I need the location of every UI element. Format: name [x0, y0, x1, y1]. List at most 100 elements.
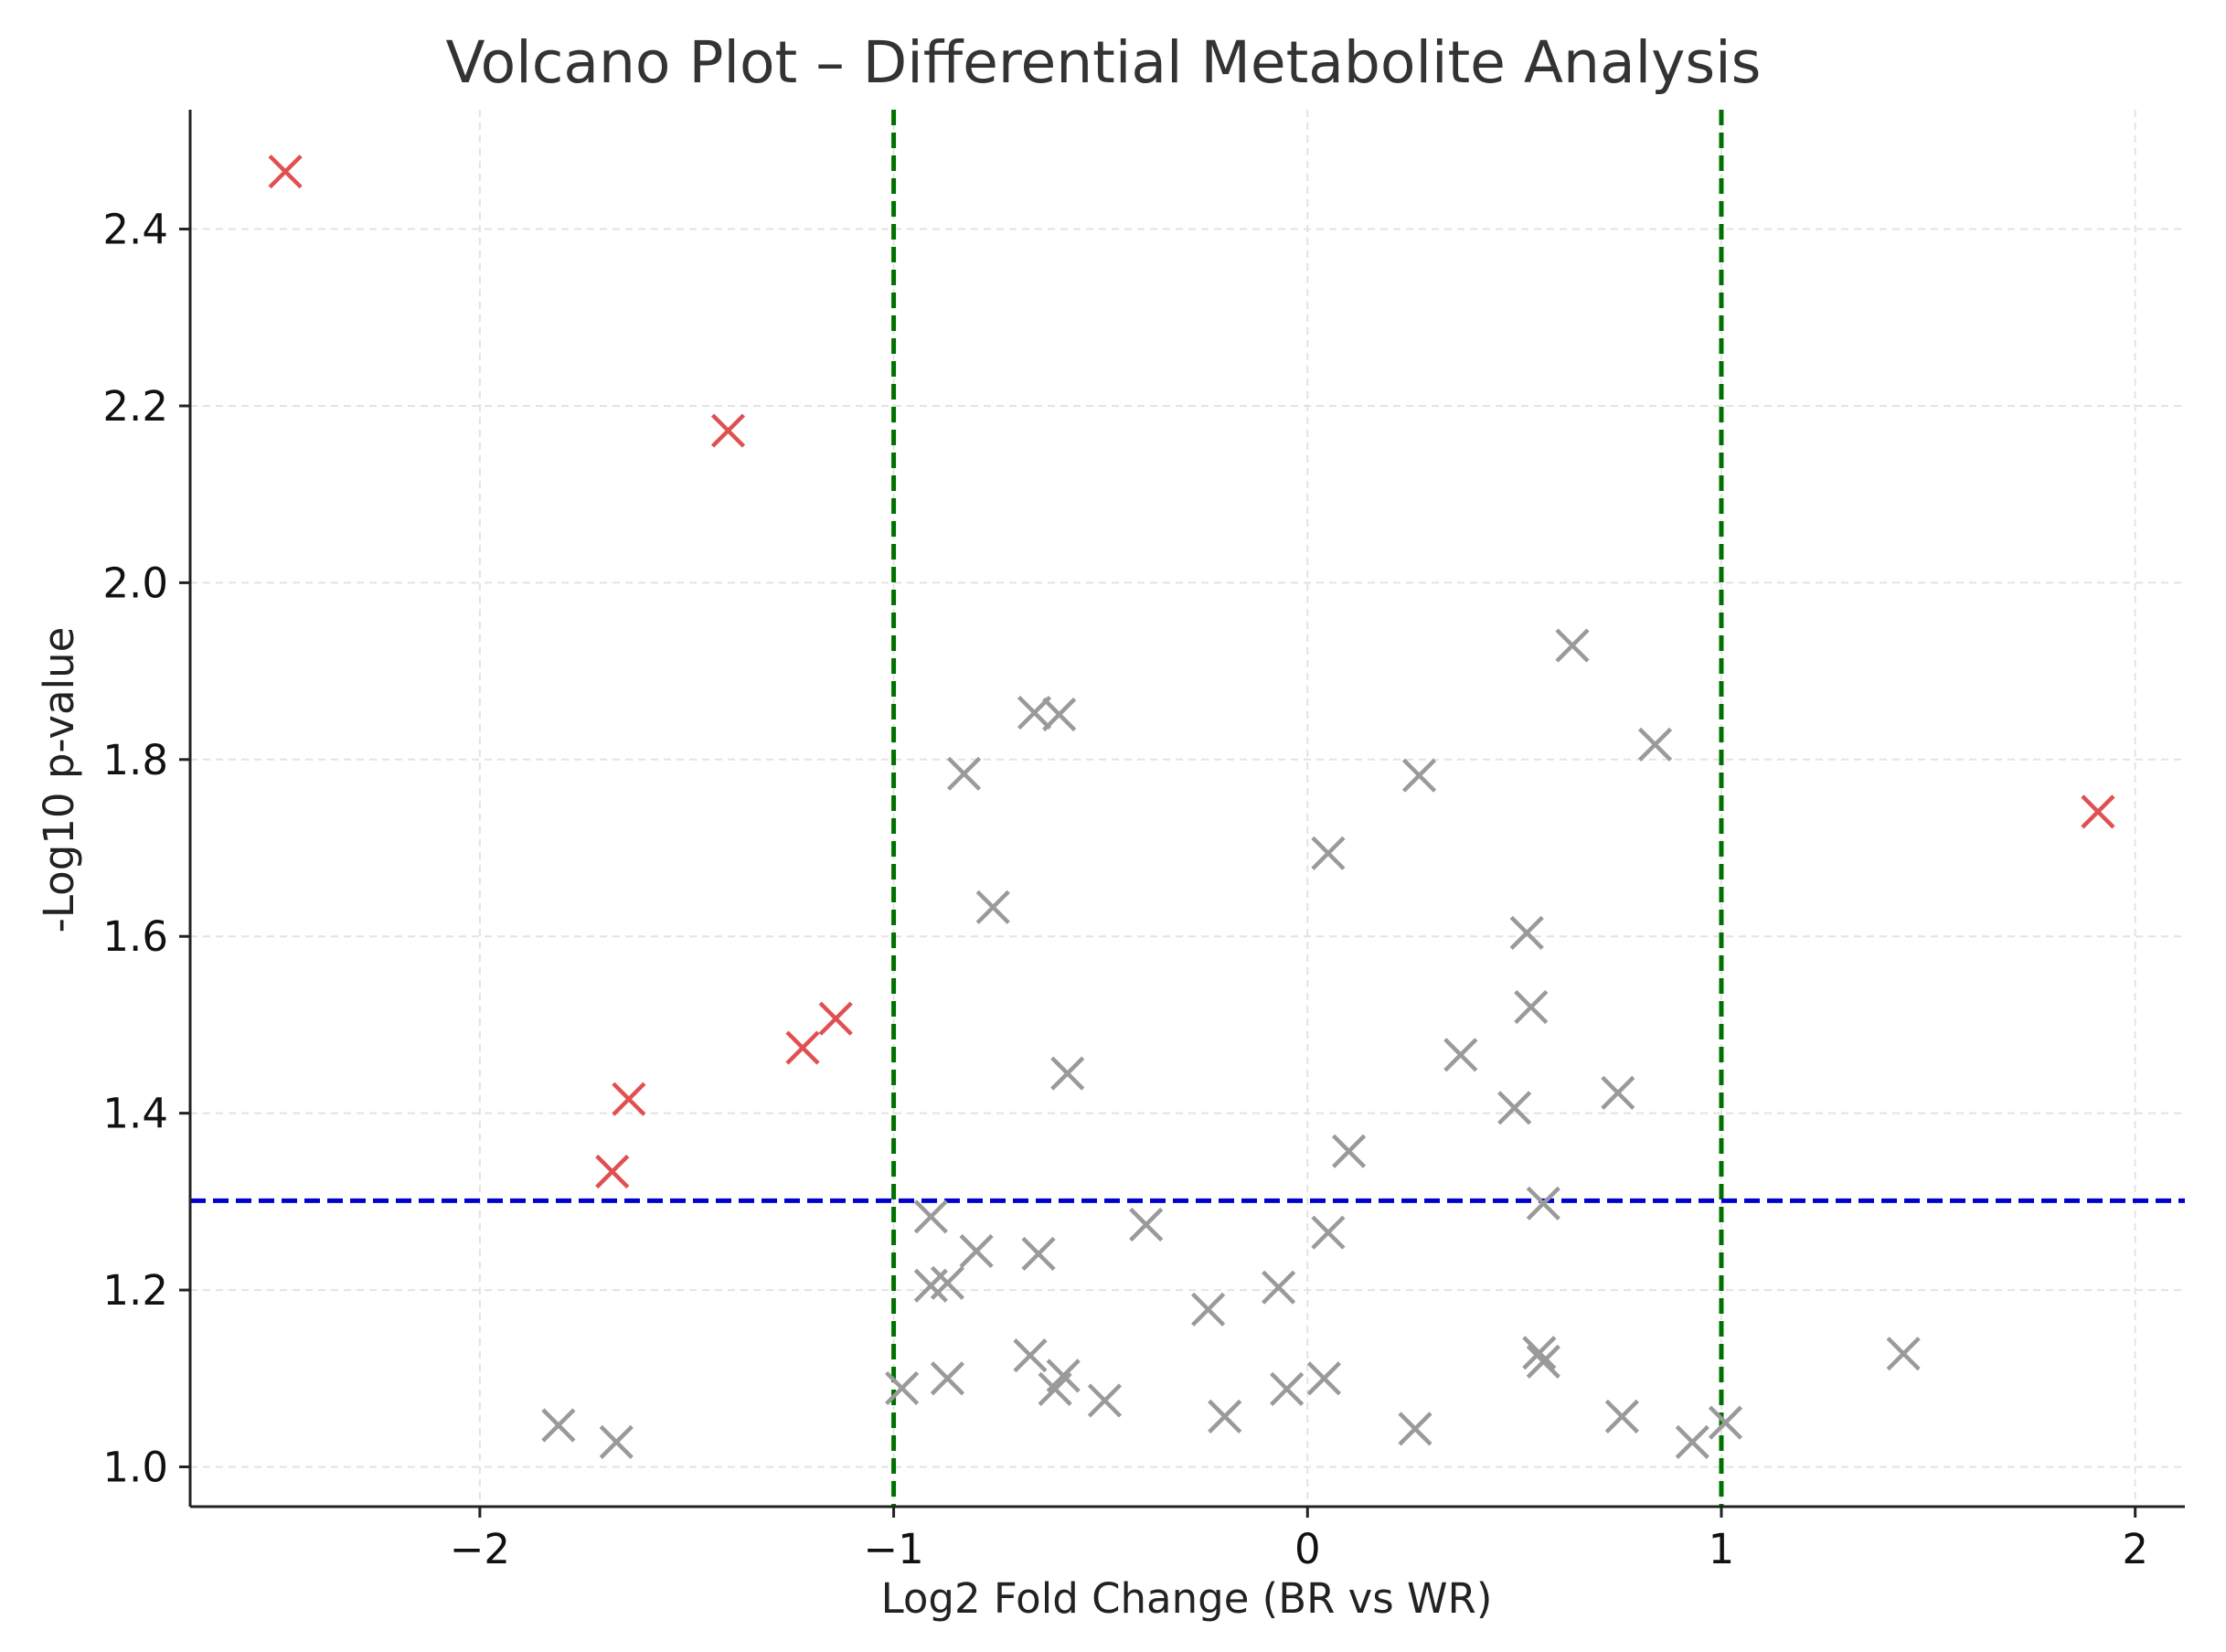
point-stroke [599, 1424, 634, 1459]
non-significant-point [1021, 1236, 1056, 1272]
point-stroke [946, 756, 982, 791]
non-significant-point [1013, 1338, 1048, 1373]
point-stroke [1306, 1361, 1341, 1396]
point-stroke [1708, 1405, 1743, 1440]
chart-title: Volcano Plot – Differential Metabolite A… [445, 29, 1761, 96]
point-stroke [1398, 1412, 1433, 1446]
y-tick-label: 1.8 [102, 736, 168, 784]
x-tick-label: 0 [1294, 1525, 1321, 1573]
non-significant-point [1038, 1371, 1072, 1406]
non-significant-point [599, 1424, 634, 1459]
non-significant-point [1886, 1337, 1921, 1371]
significant-point [710, 413, 746, 448]
point-stroke [1021, 1236, 1056, 1272]
non-significant-point [1208, 1399, 1242, 1434]
point-stroke [959, 1233, 994, 1269]
point-stroke [1526, 1344, 1560, 1379]
y-tick-label: 2.0 [102, 559, 168, 607]
non-significant-point [913, 1199, 948, 1234]
point-stroke [1191, 1292, 1226, 1327]
x-tick-label: 1 [1709, 1525, 1735, 1573]
non-significant-point [1191, 1292, 1226, 1327]
non-significant-point [1514, 990, 1549, 1025]
non-significant-point [1270, 1371, 1305, 1406]
non-significant-point [1311, 836, 1346, 870]
point-stroke [1886, 1337, 1921, 1371]
y-tick-label: 1.0 [102, 1443, 168, 1491]
point-stroke [1514, 990, 1549, 1025]
non-significant-point [1604, 1399, 1639, 1434]
point-stroke [1443, 1038, 1478, 1072]
point-stroke [1497, 1091, 1532, 1125]
point-stroke [1262, 1270, 1296, 1305]
non-significant-point [1401, 758, 1437, 793]
point-stroke [612, 1082, 646, 1116]
data-points [268, 155, 2115, 1459]
point-stroke [930, 1265, 965, 1300]
y-tick-label: 2.4 [102, 206, 168, 254]
significant-point [2081, 794, 2115, 829]
axes: −2 −1 0 1 2 1.0 1.2 1.4 1.6 1.8 2.0 2.2 2.4 [102, 110, 2185, 1573]
point-stroke [1050, 1056, 1085, 1091]
non-significant-point [1526, 1344, 1560, 1379]
point-stroke [1013, 1338, 1048, 1373]
point-stroke [595, 1154, 630, 1189]
non-significant-point [1708, 1405, 1743, 1440]
x-tick-label: −1 [863, 1525, 923, 1573]
non-significant-point [1311, 1215, 1346, 1250]
non-significant-point [1443, 1038, 1478, 1072]
point-stroke [2081, 794, 2115, 829]
point-stroke [1331, 1134, 1367, 1168]
non-significant-point [1262, 1270, 1296, 1305]
point-stroke [710, 413, 746, 448]
point-stroke [1311, 836, 1346, 870]
point-stroke [975, 890, 1010, 924]
non-significant-point [1555, 628, 1590, 663]
significant-point [268, 155, 303, 189]
point-stroke [1555, 628, 1590, 663]
point-stroke [1601, 1075, 1635, 1110]
significant-point [785, 1030, 820, 1065]
non-significant-point [930, 1361, 965, 1396]
x-axis-label: Log2 Fold Change (BR vs WR) [881, 1574, 1493, 1623]
x-tick-label: 2 [2122, 1525, 2148, 1573]
y-tick-label: 2.2 [102, 382, 168, 431]
non-significant-point [1675, 1424, 1709, 1459]
non-significant-point [541, 1408, 576, 1443]
point-stroke [1604, 1399, 1639, 1434]
x-tick-label: −2 [450, 1525, 510, 1573]
point-stroke [1038, 1371, 1072, 1406]
y-tick-label: 1.6 [102, 912, 168, 961]
non-significant-point [1042, 697, 1077, 732]
point-stroke [1311, 1215, 1346, 1250]
point-stroke [1675, 1424, 1709, 1459]
point-stroke [1270, 1371, 1305, 1406]
point-stroke [1526, 1186, 1560, 1220]
significant-point [612, 1082, 646, 1116]
point-stroke [1208, 1399, 1242, 1434]
non-significant-point [930, 1265, 965, 1300]
point-stroke [1637, 727, 1673, 762]
y-tick-label: 1.2 [102, 1266, 168, 1315]
point-stroke [1042, 697, 1077, 732]
y-tick-label: 1.4 [102, 1090, 168, 1138]
significant-point [595, 1154, 630, 1189]
non-significant-point [1050, 1056, 1085, 1091]
non-significant-point [1306, 1361, 1341, 1396]
threshold-lines [190, 110, 2185, 1507]
non-significant-point [1526, 1186, 1560, 1220]
point-stroke [268, 155, 303, 189]
point-stroke [1129, 1207, 1164, 1242]
non-significant-point [1509, 915, 1544, 950]
point-stroke [1087, 1383, 1123, 1418]
non-significant-point [1601, 1075, 1635, 1110]
point-stroke [930, 1361, 965, 1396]
point-stroke [1509, 915, 1544, 950]
point-stroke [913, 1199, 948, 1234]
non-significant-point [1129, 1207, 1164, 1242]
y-axis-label: -Log10 p-value [35, 627, 83, 933]
point-stroke [818, 1001, 853, 1036]
non-significant-point [1637, 727, 1673, 762]
